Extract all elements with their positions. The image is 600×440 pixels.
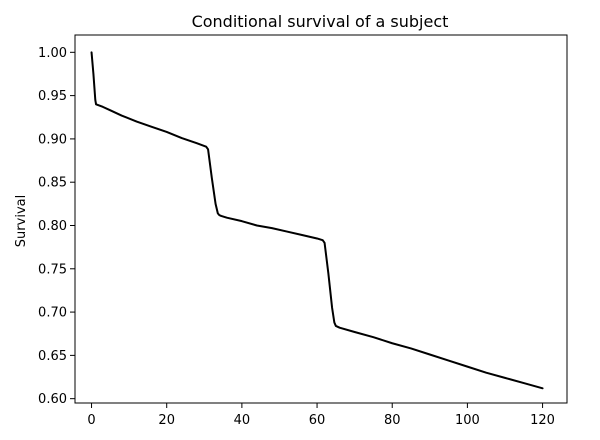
series-layer	[90, 51, 544, 390]
y-axis-label: Survival	[14, 195, 29, 247]
y-tick-label: 0.90	[38, 132, 67, 147]
chart-title: Conditional survival of a subject	[192, 12, 449, 31]
y-tick-label: 0.95	[38, 89, 67, 104]
survival-curve-line	[90, 51, 544, 390]
x-tick-label: 100	[455, 413, 480, 428]
x-tick-label: 0	[87, 413, 95, 428]
y-tick-label: 0.80	[38, 219, 67, 234]
y-tick-label: 0.60	[38, 392, 67, 407]
y-tick-label: 0.70	[38, 306, 67, 321]
y-tick-label: 0.85	[38, 176, 67, 191]
plot-frame	[74, 34, 568, 404]
x-tick-label: 40	[234, 413, 251, 428]
y-tick-label: 1.00	[38, 46, 67, 61]
y-tick-label: 0.65	[38, 349, 67, 364]
axis-ticks: 0 20 40 60 80 100 120 0.60 0.65 0.70 0.75 0.80 0.85 0…	[38, 46, 555, 428]
x-tick-label: 80	[384, 413, 401, 428]
x-tick-label: 60	[309, 413, 326, 428]
x-tick-label: 120	[530, 413, 555, 428]
x-tick-label: 20	[158, 413, 175, 428]
y-tick-label: 0.75	[38, 262, 67, 277]
